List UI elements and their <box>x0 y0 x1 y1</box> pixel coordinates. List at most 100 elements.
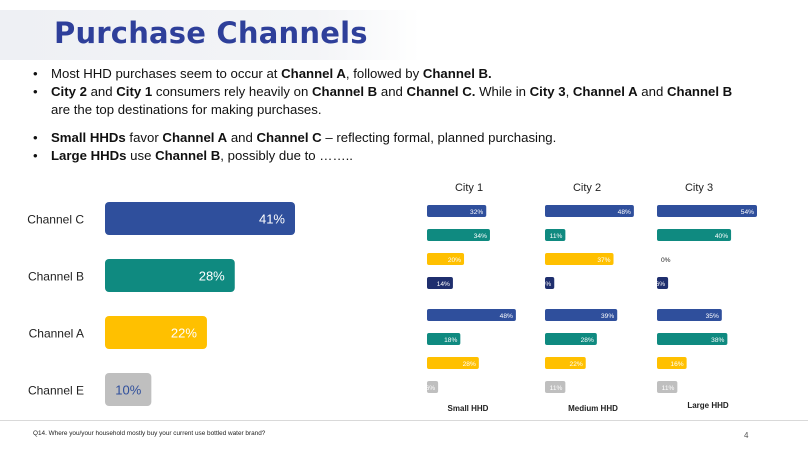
bullet-2-run-7: Channel C. <box>406 84 476 99</box>
bullet-2-run-1: City 2 <box>51 84 87 99</box>
panel-bar <box>427 309 516 321</box>
panel-bar-label: 0% <box>661 257 671 264</box>
city-header: City 3 <box>685 182 713 194</box>
bullet-4-run-4: , possibly due to …….. <box>220 148 353 163</box>
bullet-2-run-4: consumers rely heavily on <box>152 84 312 99</box>
bullet-4-run-1: Large HHDs <box>51 148 127 163</box>
bar-value-label: 22% <box>171 326 197 341</box>
bullet-2-run-10: , <box>565 84 573 99</box>
bullet-2: City 2 and City 1 consumers rely heavily… <box>33 83 753 119</box>
panel-bar <box>657 229 732 241</box>
panel-bar-label: 40% <box>715 233 728 240</box>
channel-bar-chart: Channel C 41% Channel B 28% Channel A 22% Chan… <box>27 202 295 406</box>
panel-bar <box>657 333 728 345</box>
bullet-2-run-8: While in <box>475 84 530 99</box>
hhd-label: Medium HHD <box>568 404 618 413</box>
bullet-1-run-1: Most HHD purchases seem to occur at <box>51 66 282 81</box>
panel-bar-label: 14% <box>437 281 450 288</box>
panel-bar-label: 6% <box>426 385 436 392</box>
bullet-2-run-12: and <box>637 84 667 99</box>
city-header: City 1 <box>455 182 483 194</box>
panel-bar-label: 34% <box>474 233 487 240</box>
panel-bar-label: 16% <box>670 361 683 368</box>
panel-bar-label: 22% <box>570 361 583 368</box>
panel-bar <box>427 277 453 289</box>
page-title: Purchase Channels <box>54 16 368 50</box>
page-number: 4 <box>744 431 749 440</box>
panel-bar-label: 11% <box>550 233 563 240</box>
channel-bar <box>105 373 152 406</box>
channel-bar <box>105 259 235 292</box>
category-label: Channel C <box>27 213 84 227</box>
panel-bar-label: 28% <box>463 361 476 368</box>
bullet-list: Most HHD purchases seem to occur at Chan… <box>33 65 753 165</box>
panel-bar <box>545 277 555 289</box>
footnote: Q14. Where you/your household mostly buy… <box>33 430 266 437</box>
category-label: Channel A <box>29 327 84 341</box>
panel-bar-label: 6% <box>656 281 666 288</box>
bullet-1-run-3: , followed by <box>345 66 423 81</box>
bullet-3-run-1: Small HHDs <box>51 130 126 145</box>
panel-bar-label: 5% <box>542 281 552 288</box>
city-hhd-bar-chart: City 1 City 2 City 3 32% 34% 20% 14% 48% 11% 37% 5… <box>426 182 757 413</box>
bullet-2-run-5: Channel B <box>311 84 378 99</box>
city-header: City 2 <box>573 182 601 194</box>
channel-bar <box>105 316 207 349</box>
panel-bar-label: 38% <box>711 337 724 344</box>
panel-bar <box>657 309 722 321</box>
bullet-2-run-9: City 3 <box>529 84 566 99</box>
panel-bar <box>657 205 757 217</box>
bullet-3-run-2: favor <box>125 130 163 145</box>
bar-value-label: 10% <box>115 383 141 398</box>
panel-bar-label: 20% <box>448 257 461 264</box>
bullet-2-run-14: are the top destinations for making purc… <box>51 102 322 117</box>
bullet-3-run-5: Channel C <box>256 130 322 145</box>
bullet-4-run-2: use <box>126 148 156 163</box>
panel-bar-label: 32% <box>470 209 483 216</box>
bullet-3: Small HHDs favor Channel A and Channel C… <box>33 129 753 147</box>
panel-bar <box>545 333 597 345</box>
bar-value-label: 41% <box>259 212 285 227</box>
panel-bar-label: 11% <box>550 385 563 392</box>
panel-bar-label: 48% <box>500 313 513 320</box>
bullet-3-run-4: and <box>227 130 257 145</box>
bullet-2-run-13: Channel B <box>666 84 733 99</box>
panel-bar <box>427 205 487 217</box>
bullet-2-run-2: and <box>86 84 117 99</box>
panel-bar <box>545 229 566 241</box>
panel-bar-label: 39% <box>601 313 614 320</box>
panel-bar <box>657 357 687 369</box>
bar-value-label: 28% <box>199 269 225 284</box>
panel-bar-label: 28% <box>581 337 594 344</box>
panel-bar-label: 11% <box>662 385 675 392</box>
panel-bar <box>427 333 461 345</box>
panel-bar-label: 37% <box>597 257 610 264</box>
panel-bar <box>427 229 490 241</box>
hhd-label: Large HHD <box>687 401 729 410</box>
panel-bar <box>545 309 618 321</box>
bullet-4: Large HHDs use Channel B, possibly due t… <box>33 147 753 165</box>
bullet-1: Most HHD purchases seem to occur at Chan… <box>33 65 753 83</box>
hhd-label: Small HHD <box>448 404 489 413</box>
panel-bar <box>545 205 634 217</box>
category-label: Channel E <box>28 384 84 398</box>
panel-bar-label: 35% <box>706 313 719 320</box>
panel-bar-label: 48% <box>618 209 631 216</box>
panel-bar <box>427 381 439 393</box>
bullet-2-run-6: and <box>377 84 407 99</box>
category-label: Channel B <box>28 270 84 284</box>
panel-bar <box>427 357 479 369</box>
bullet-3-run-3: Channel A <box>162 130 228 145</box>
panel-bar <box>657 381 678 393</box>
title-band <box>0 10 420 60</box>
bullet-1-run-2: Channel A <box>281 66 346 81</box>
bullet-3-run-6: – reflecting formal, planned purchasing. <box>321 130 557 145</box>
bullet-2-run-3: City 1 <box>116 84 153 99</box>
panel-bar <box>657 277 669 289</box>
footer-divider <box>0 420 808 421</box>
panel-bar <box>545 357 586 369</box>
panel-bar <box>427 253 465 265</box>
bullet-1-run-4: Channel B. <box>422 66 492 81</box>
bullet-2-run-11: Channel A <box>572 84 638 99</box>
bullet-4-run-3: Channel B <box>155 148 221 163</box>
